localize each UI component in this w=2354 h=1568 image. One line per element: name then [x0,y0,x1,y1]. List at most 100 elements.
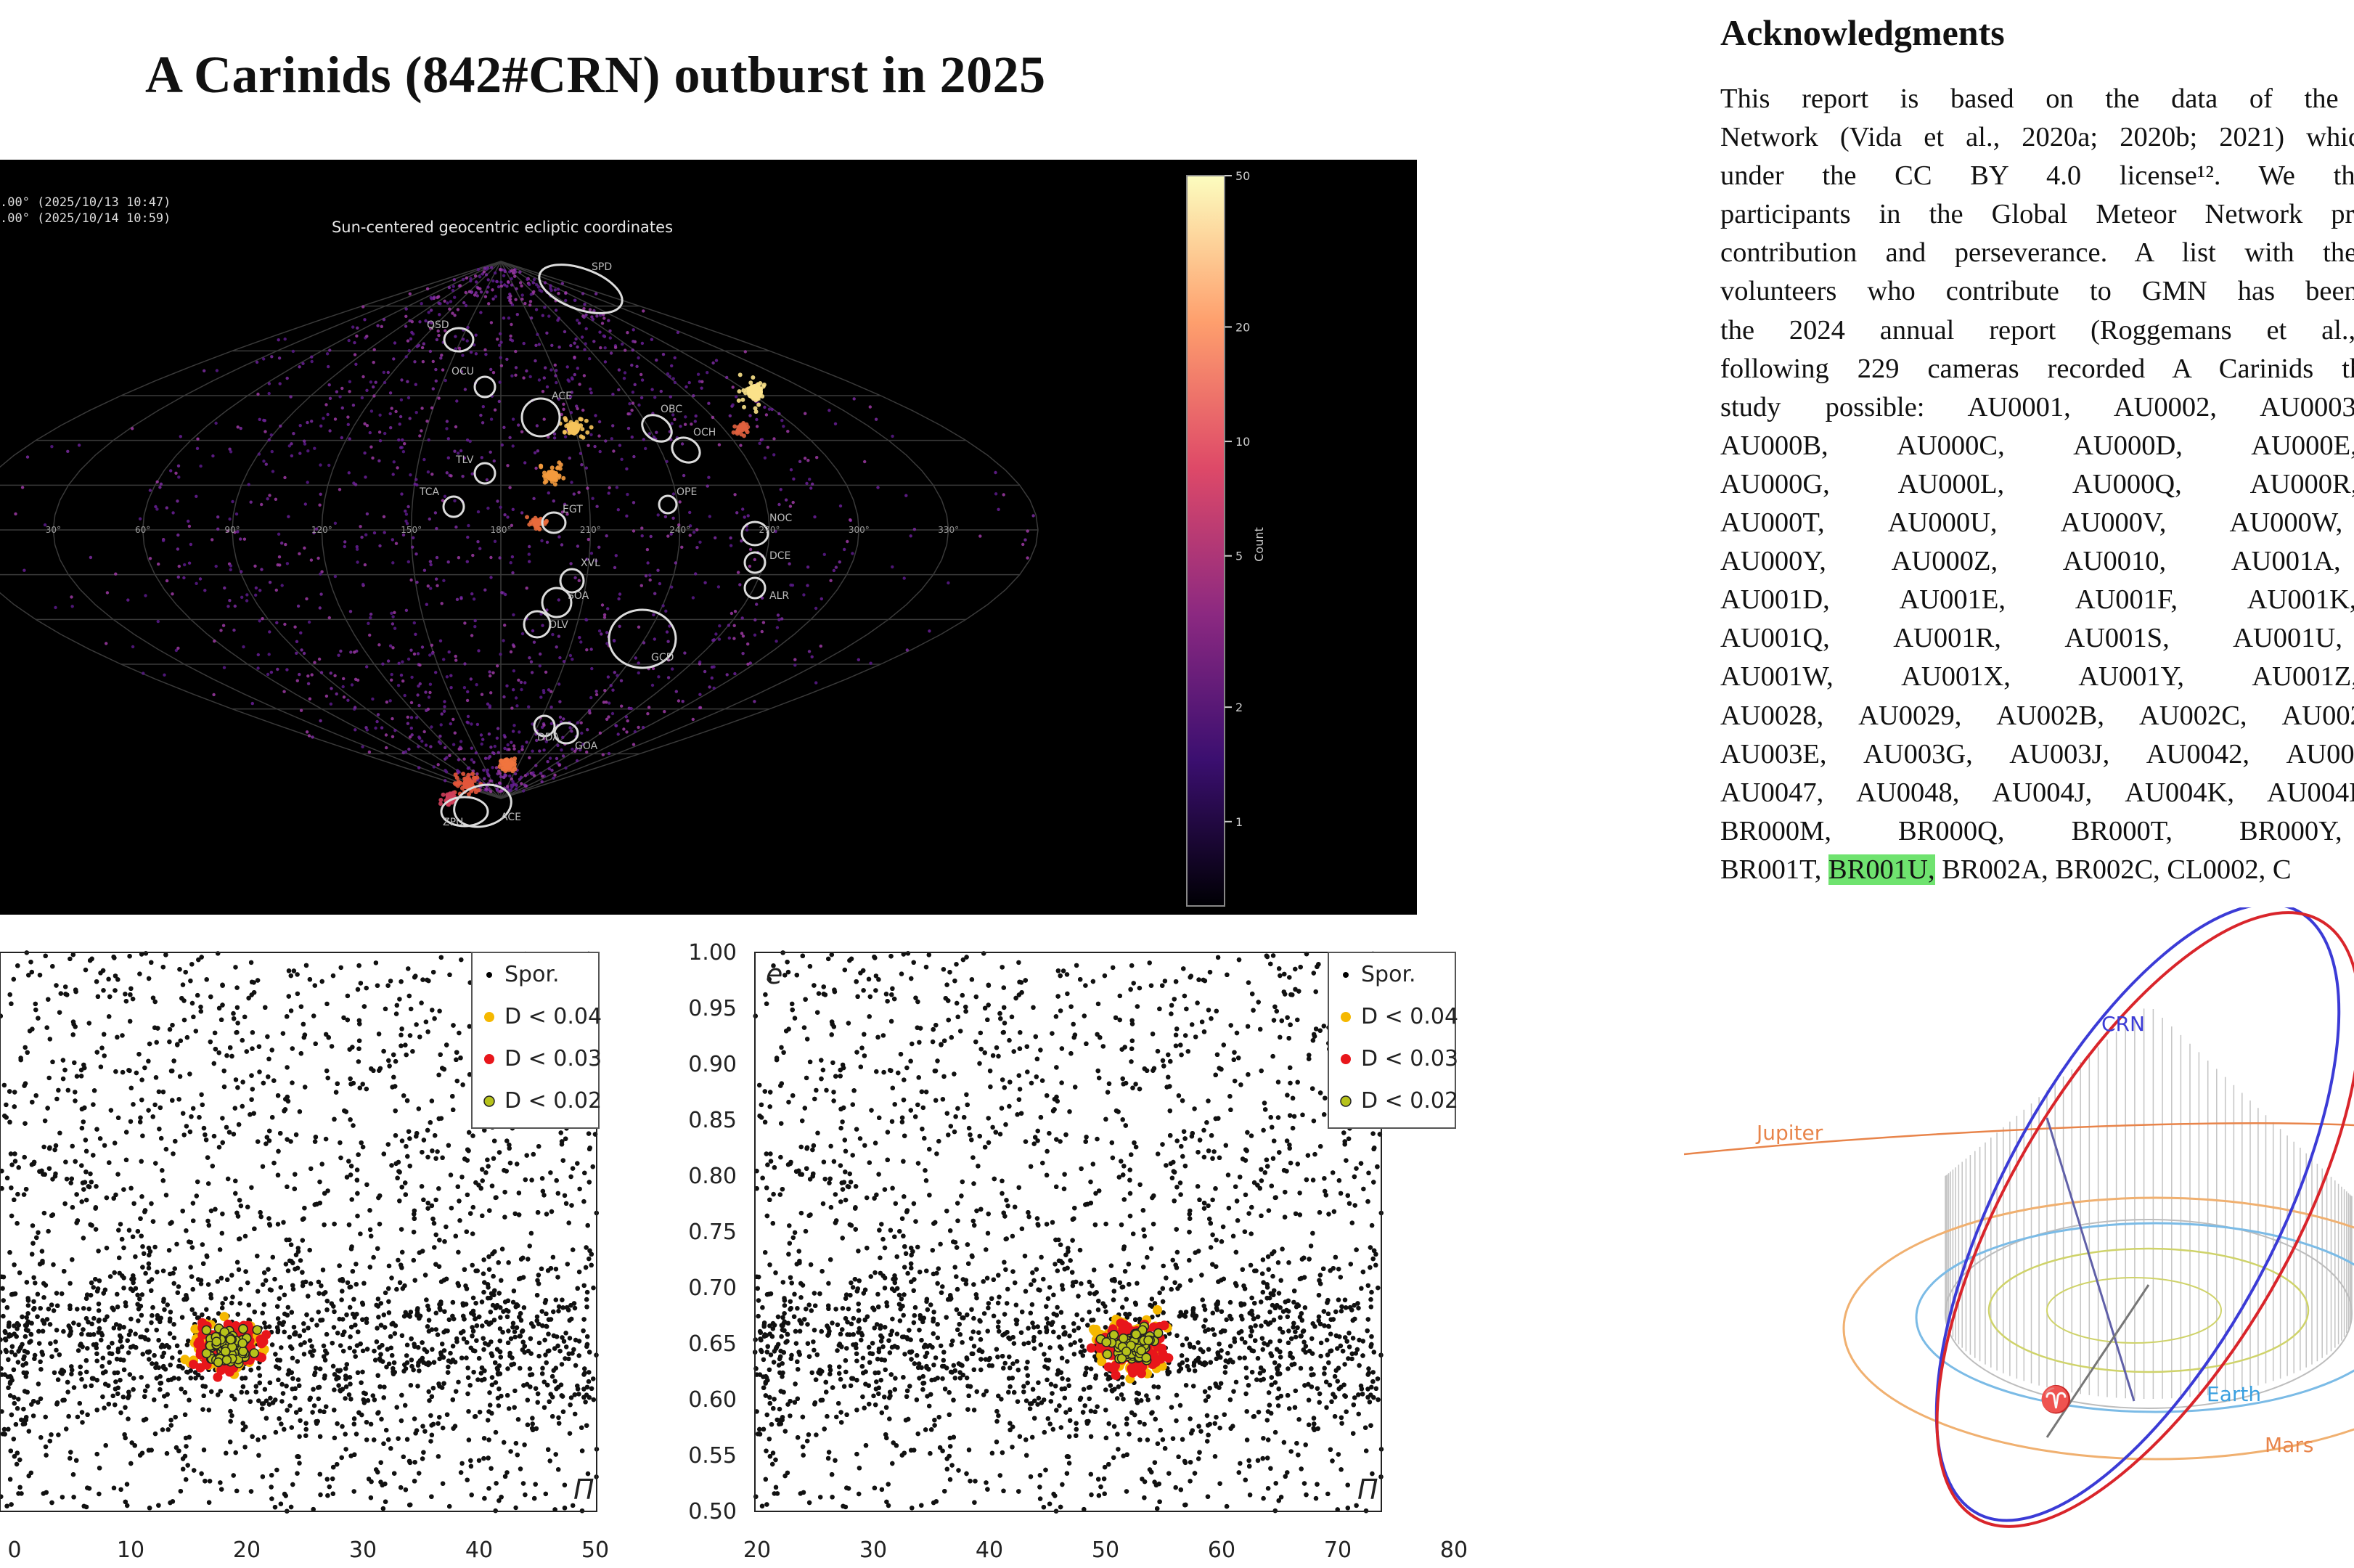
sky-density-point [782,425,785,428]
sky-density-point [573,749,577,754]
sky-density-point [14,512,17,516]
sky-density-point [707,475,711,479]
sky-density-point [425,709,428,712]
sky-density-point [364,475,367,479]
sky-density-point [680,545,684,549]
sky-density-point [247,483,250,486]
shower-label: ACE [501,812,521,823]
sky-density-point [446,437,450,441]
sky-density-point [485,290,489,294]
sky-density-point [404,509,407,513]
sky-density-point [692,394,695,398]
sky-density-point [312,531,316,535]
colorbar-tick-label: 1 [1235,815,1243,829]
sky-density-point [674,690,678,693]
sky-density-point [499,775,503,779]
sky-density-point [291,349,295,354]
sky-density-point [455,597,459,601]
sky-density-point [465,276,469,280]
sky-density-point [496,499,499,503]
sky-density-point [753,558,757,562]
sky-density-point [594,693,599,697]
sky-density-point [461,354,465,357]
sky-density-point [526,277,529,281]
sky-density-point [414,632,417,636]
sky-density-point [177,475,181,479]
sky-density-point [746,642,750,646]
sky-density-point [576,367,579,370]
sky-density-point [277,338,280,342]
colorbar [1186,175,1225,907]
sky-density-point [512,747,516,751]
sky-density-point [542,376,546,380]
sky-density-point [215,369,219,372]
sky-density-point [874,417,878,421]
sky-density-point [657,675,661,679]
sky-density-point [43,523,47,527]
sky-density-point [417,766,421,769]
sporadic-point [208,1208,214,1214]
sky-density-point [268,581,272,584]
sky-density-point [229,564,233,568]
sky-density-point [448,754,451,757]
sky-density-point [372,531,377,535]
sky-density-point [790,584,795,587]
sky-density-point [163,673,166,677]
highlighted-camera-id[interactable]: BR001U, [1828,854,1935,885]
sky-density-point [378,413,382,417]
sky-density-point [562,407,565,411]
shower-label: SPD [592,261,612,273]
sky-density-point [748,661,753,665]
sky-density-point [473,618,477,623]
sky-density-point [427,320,430,324]
sky-density-point [650,388,654,391]
sky-density-point [633,730,637,734]
sky-density-point [665,460,669,463]
sky-density-point [491,288,494,292]
sky-density-point [548,756,552,760]
sky-density-point [275,621,279,624]
sky-density-point [528,282,531,287]
sky-density-point [625,730,629,734]
sky-density-point [474,291,478,295]
sky-density-point [671,377,675,380]
sky-density-point [442,579,446,582]
sky-density-point [740,616,744,620]
sky-density-point [498,772,502,775]
sky-density-point [403,442,406,446]
sky-density-point [663,710,666,714]
sky-density-point [410,733,414,737]
scatter-plot-left: Spor. D < 0.04 D < 0.03 D < 0.02 0 10 20 30 40 5… [0,940,653,1568]
sky-density-point [694,572,698,576]
sky-density-point [339,649,343,653]
sky-density-point [346,698,350,702]
sky-density-point [506,785,510,788]
sky-density-point [626,331,629,335]
sky-density-point [383,431,387,436]
sky-density-point [611,688,615,692]
sky-density-point [793,658,797,661]
sky-density-point [625,514,629,518]
sky-density-point [131,645,135,649]
sky-density-point [727,636,731,640]
sky-density-point [585,648,589,652]
sporadic-point [81,1327,86,1332]
sky-density-point [499,505,502,509]
sky-density-point [439,723,443,727]
sky-density-point [648,578,652,582]
sky-density-point [591,497,594,500]
sky-density-point [328,396,332,400]
sky-density-point [306,682,311,685]
sky-density-point [267,382,271,385]
sky-density-point [583,303,587,306]
sky-density-point [406,505,410,509]
sky-density-point [553,773,557,777]
sky-density-point [542,723,546,727]
sky-hotspot-point [549,465,555,470]
sky-density-point [483,348,487,352]
sky-density-point [440,712,444,716]
sporadic-point [85,1346,90,1351]
sky-density-point [605,534,608,538]
sky-density-point [70,595,73,599]
sky-density-point [891,434,894,438]
